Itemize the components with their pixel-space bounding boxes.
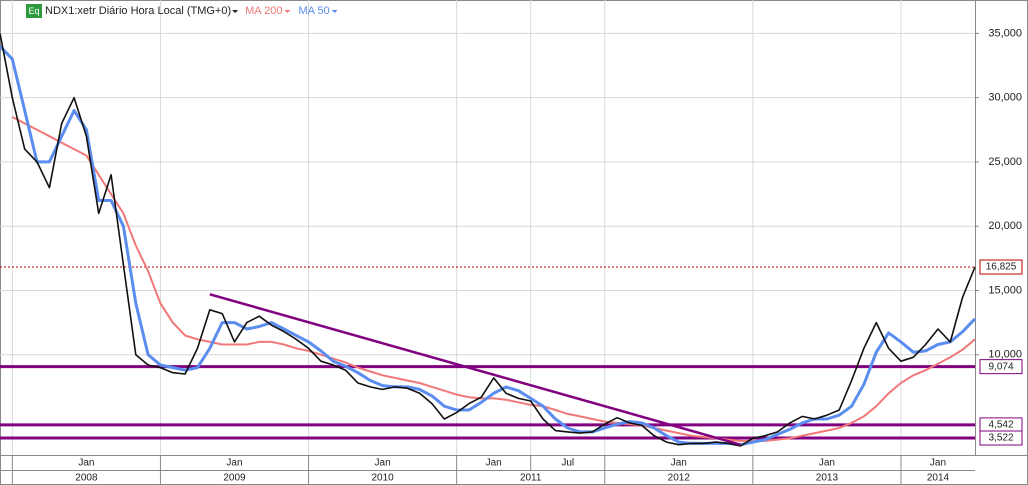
- level-label: 9,074: [988, 361, 1013, 372]
- plot: [0, 0, 977, 455]
- level-label: 4,542: [988, 420, 1013, 431]
- dropdown-arrow[interactable]: [284, 10, 291, 13]
- level-label-box: [979, 430, 1023, 446]
- level-label: 3,522: [988, 433, 1013, 444]
- y-tick-label: 25,000: [988, 156, 1022, 168]
- year-label: 2010: [371, 473, 394, 484]
- x-tick-label: Jul: [561, 458, 574, 469]
- badge-bg: [26, 4, 42, 18]
- trendline: [209, 293, 741, 446]
- chart-title[interactable]: NDX1:xetr Diário Hora Local (TMG+0): [45, 5, 231, 17]
- level-label-box: [979, 359, 1023, 375]
- y-tick-label: 10,000: [988, 349, 1022, 361]
- badge: Eq: [28, 6, 39, 16]
- y-tick-label: 30,000: [988, 92, 1022, 104]
- last-price-box: [979, 259, 1023, 275]
- y-tick-label: 35,000: [988, 27, 1022, 39]
- x-tick-label: Jan: [930, 458, 946, 469]
- moving-average: [11, 116, 976, 442]
- year-label: 2014: [927, 473, 950, 484]
- x-tick-label: Jan: [78, 458, 94, 469]
- header[interactable]: Eq NDX1:xetr Diário Hora Local (TMG+0) M…: [26, 4, 338, 18]
- last-price-label: 16,825: [986, 262, 1017, 273]
- legend-entry[interactable]: MA 50: [298, 5, 329, 17]
- dropdown-arrow[interactable]: [232, 10, 239, 13]
- x-tick-label: Jan: [486, 458, 502, 469]
- y-tick-label: 15,000: [988, 284, 1022, 296]
- x-tick-label: Jan: [671, 458, 687, 469]
- x-tick-label: Jan: [375, 458, 391, 469]
- moving-average: [0, 45, 977, 447]
- x-tick-label: Jan: [819, 458, 835, 469]
- x-tick-label: Jan: [226, 458, 242, 469]
- year-label: 2013: [816, 473, 839, 484]
- y-tick-label: 20,000: [988, 220, 1022, 232]
- year-label: 2011: [520, 473, 542, 484]
- dropdown-arrow[interactable]: [331, 10, 338, 13]
- price-line: [0, 33, 976, 447]
- legend-entry[interactable]: MA 200: [245, 5, 282, 17]
- year-label: 2009: [223, 473, 246, 484]
- year-label: 2012: [668, 473, 691, 484]
- year-label: 2008: [75, 473, 98, 484]
